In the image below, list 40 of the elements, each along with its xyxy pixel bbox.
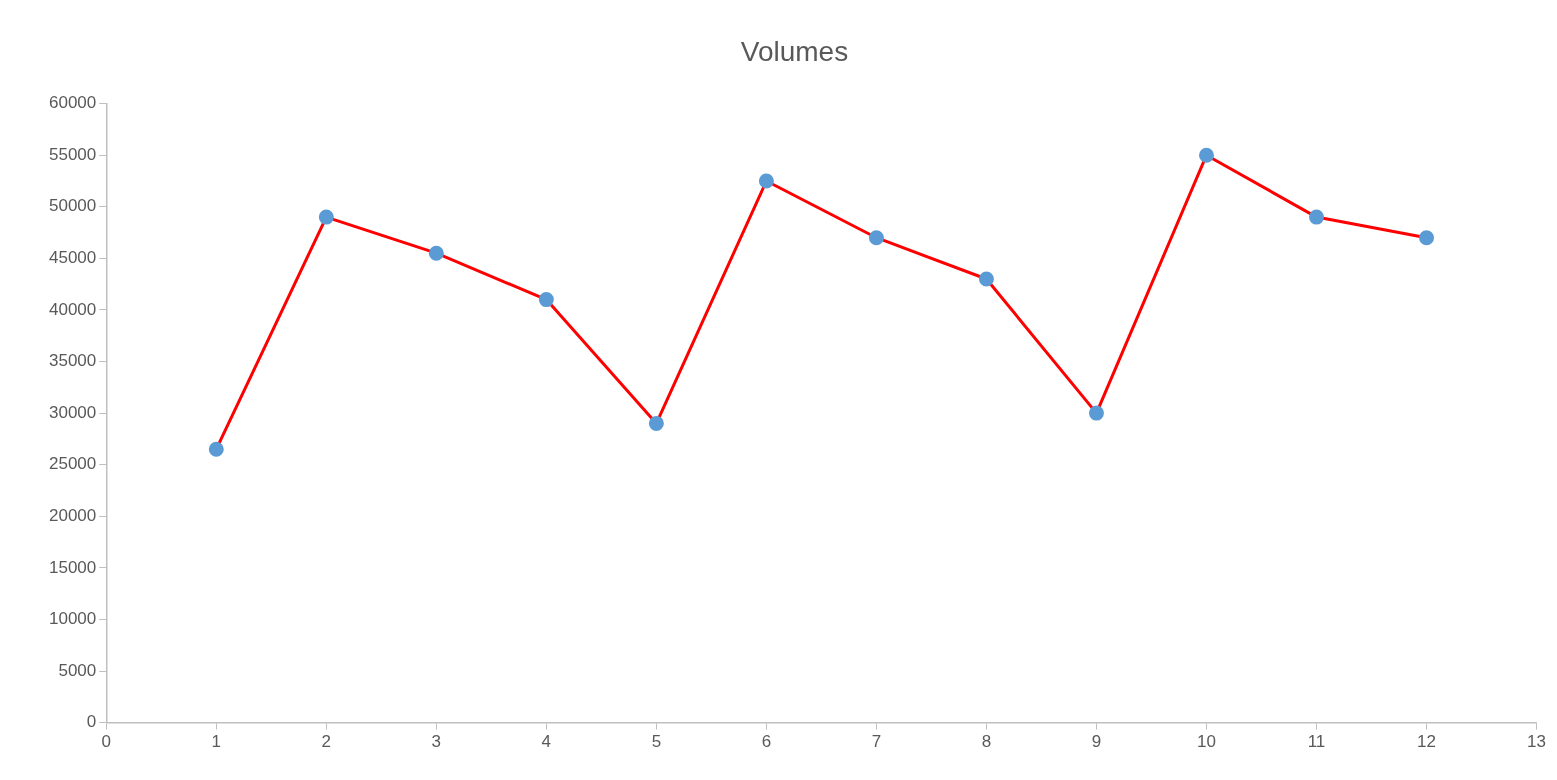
x-tick-label: 3 [431,732,442,752]
y-tick-label: 10000 [48,609,97,629]
y-tick-label: 25000 [48,454,97,474]
point [978,271,994,287]
x-tick-label: 7 [871,732,882,752]
x-tick-label: 9 [1091,732,1102,752]
x-tick-label: 1 [211,732,222,752]
point [428,245,444,261]
point [1419,230,1435,246]
x-tick-label: 13 [1527,732,1547,752]
y-tick-label: 5000 [58,660,97,680]
x-tick-label: 8 [981,732,992,752]
chart-title: Volumes [740,35,849,67]
y-tick-label: 35000 [48,351,97,371]
y-tick-label: 50000 [48,196,97,216]
point [648,415,664,431]
y-tick-label: 45000 [48,248,97,268]
point [208,441,224,457]
x-tick-label: 2 [321,732,332,752]
y-tick-label: 30000 [48,402,97,422]
x-tick-label: 4 [541,732,552,752]
point [868,230,884,246]
point [758,173,774,189]
point [1088,405,1104,421]
y-tick-label: 55000 [48,144,97,164]
x-tick-label: 12 [1417,732,1436,752]
point [538,292,554,308]
y-tick-label: 60000 [48,93,97,113]
x-tick-label: 10 [1197,732,1216,752]
point [318,209,334,225]
x-tick-label: 5 [651,732,662,752]
point [1309,209,1324,225]
x-tick-label: 11 [1307,732,1326,752]
x-tick-label: 6 [761,732,772,752]
point [1198,147,1214,163]
y-tick-label: 20000 [48,505,97,525]
y-tick-label: 0 [86,712,97,732]
y-tick-label: 15000 [48,557,97,577]
y-tick-label: 40000 [48,299,97,319]
x-tick-label: 0 [101,732,112,752]
